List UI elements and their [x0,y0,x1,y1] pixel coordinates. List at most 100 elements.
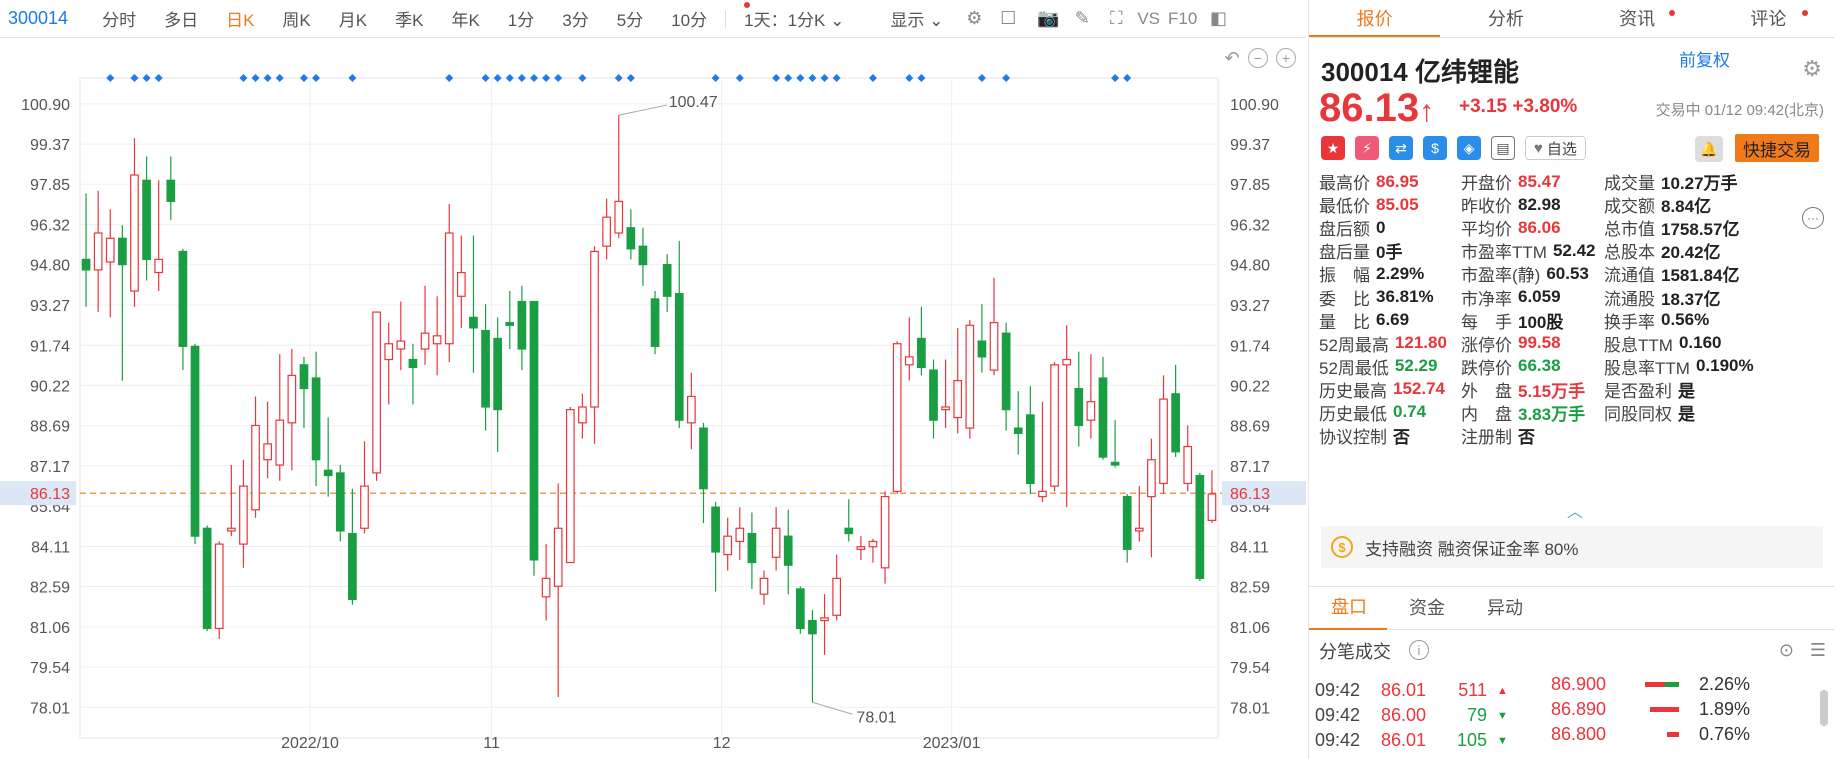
candle-body[interactable] [263,443,273,461]
candle-body[interactable] [699,427,708,490]
candle-body[interactable] [856,546,866,550]
candle-body[interactable] [904,356,914,366]
candle-body[interactable] [541,577,551,598]
panel-tab[interactable]: 报价 [1309,0,1441,37]
candle-body[interactable] [747,532,757,564]
period-tab[interactable]: 季K [395,11,424,30]
event-marker[interactable] [493,74,502,82]
candle-body[interactable] [578,406,587,424]
period-tab[interactable]: 1分 [507,11,535,30]
candle-body[interactable] [142,179,151,260]
event-marker[interactable] [578,74,587,82]
event-marker[interactable] [481,74,490,82]
zoom-in-icon[interactable]: + [1276,48,1296,68]
candle-body[interactable] [1147,459,1156,498]
candle-body[interactable] [650,298,660,347]
bell-icon[interactable]: 🔔 [1695,136,1723,162]
pencil-icon[interactable]: ✎ [1074,8,1090,28]
undo-icon[interactable]: ↶ [1224,47,1240,68]
candle-body[interactable] [1025,414,1035,485]
event-marker[interactable] [735,74,744,82]
candle-body[interactable] [251,424,260,511]
candle-body[interactable] [1098,377,1108,458]
china-flag-icon[interactable]: ★ [1321,136,1345,160]
candle-body[interactable] [1122,496,1132,550]
candle-body[interactable] [396,340,406,350]
candle-body[interactable] [1171,393,1180,453]
candle-body[interactable] [93,232,103,271]
candle-body[interactable] [517,300,527,350]
event-marker[interactable] [445,74,454,82]
candle-body[interactable] [239,485,248,545]
event-marker[interactable] [905,74,914,82]
panel-tab[interactable]: 资讯 [1619,9,1656,29]
candle-body[interactable] [505,322,515,326]
candle-body[interactable] [1038,490,1047,498]
candle-body[interactable] [311,377,321,461]
candle-body[interactable] [723,535,733,556]
scrollbar[interactable] [1820,690,1828,726]
quick-trade-button[interactable]: 快捷交易 [1735,134,1819,162]
candle-body[interactable] [795,588,805,630]
candle-body[interactable] [335,472,345,532]
candle-body[interactable] [493,337,503,411]
event-marker[interactable] [251,74,260,82]
candle-body[interactable] [202,527,212,630]
interval-dropdown[interactable]: 1天：1分K ⌄ [730,6,858,31]
adjust-dropdown[interactable]: 前复权 [1679,51,1730,70]
panel-tab[interactable]: 评论 [1750,9,1787,29]
candle-body[interactable] [105,237,115,263]
more-icon[interactable]: ⊙ [1778,640,1794,660]
candle-body[interactable] [444,232,454,345]
candle-body[interactable] [469,316,478,329]
period-tab[interactable]: 分时 [102,11,137,30]
watchlist-button[interactable]: ♥ 自选 [1525,136,1586,160]
event-marker[interactable] [1111,74,1120,82]
candle-body[interactable] [553,527,563,587]
subtab[interactable]: 异动 [1487,598,1523,618]
event-marker[interactable] [154,74,163,82]
candle-body[interactable] [456,271,466,297]
candle-body[interactable] [820,617,829,622]
candle-body[interactable] [965,324,975,429]
event-marker[interactable] [263,74,272,82]
candle-body[interactable] [941,406,950,411]
candle-body[interactable] [626,227,636,250]
candle-body[interactable] [977,340,987,358]
candle-body[interactable] [1086,401,1096,421]
kline-chart[interactable]: 100.90 100.90 99.37 99.37 97.85 97.85 96.32 96.… [0,38,1306,759]
candle-body[interactable] [735,527,745,543]
vs-button[interactable]: VS [1137,8,1161,28]
candle-body[interactable] [275,419,285,466]
candle-body[interactable] [384,343,394,361]
info-icon[interactable]: i [1409,640,1429,660]
candle-body[interactable] [771,527,781,558]
color-square-icon[interactable]: ☐ [1000,8,1017,28]
stock-code[interactable]: 300014 [8,8,69,28]
candle-body[interactable] [166,179,176,202]
event-marker[interactable] [711,74,720,82]
subtab[interactable]: 盘口 [1309,586,1387,630]
candle-body[interactable] [662,264,672,297]
chevron-up-icon[interactable]: ︿ [1567,504,1584,521]
period-tab[interactable]: 日K [226,11,255,30]
candle-body[interactable] [638,245,648,266]
candle-body[interactable] [130,174,139,292]
event-marker[interactable] [299,74,308,82]
event-marker[interactable] [868,74,877,82]
event-marker[interactable] [275,74,284,82]
candle-body[interactable] [674,293,684,421]
candle-body[interactable] [1050,364,1059,487]
event-marker[interactable] [784,74,793,82]
period-tab[interactable]: 10分 [671,11,708,30]
event-marker[interactable] [796,74,805,82]
candle-body[interactable] [1110,461,1120,466]
event-marker[interactable] [130,74,139,82]
event-marker[interactable] [614,74,623,82]
candle-body[interactable] [118,237,127,266]
zoom-out-icon[interactable]: − [1248,48,1268,68]
candle-body[interactable] [360,485,369,529]
candle-body[interactable] [687,395,696,424]
period-tab[interactable]: 年K [451,11,480,30]
candle-body[interactable] [190,345,200,537]
